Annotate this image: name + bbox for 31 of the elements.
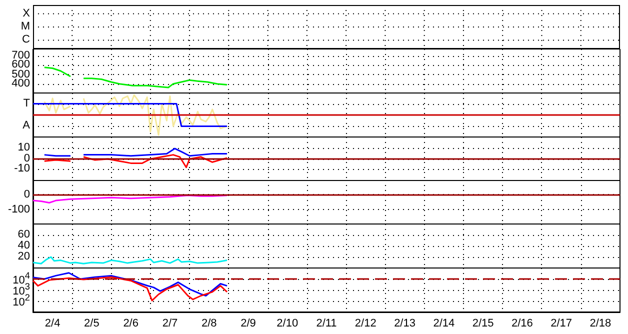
x-tick-label: 2/10 [276,318,298,330]
x-tick-label: 2/4 [44,318,60,330]
y-tick-label: 10 [18,142,30,154]
x-tick-label: 2/11 [316,318,337,330]
y-tick-label: 0 [24,188,30,201]
y-tick-label: 500 [12,68,30,80]
text: X [22,7,30,20]
y-tick-label: -10 [14,162,30,175]
text: A [22,119,30,132]
y-tick-label: 20 [18,250,30,263]
y-tick-label: 600 [12,58,30,71]
text: T [23,97,30,109]
x-tick-label: 2/5 [84,318,100,330]
y-tick-label: 40 [18,240,30,252]
x-tick-label: 2/7 [162,318,178,330]
x-tick-label: 2/18 [590,318,612,330]
x-tick-label: 2/9 [240,318,256,330]
y-tick-label: -100 [8,203,30,216]
x-tick-label: 2/8 [201,318,217,330]
y-tick-label: 0 [24,152,30,164]
text: M [20,20,30,32]
text: C [22,34,30,46]
y-tick-label: 400 [12,77,30,90]
x-tick-label: 2/17 [550,318,572,330]
x-tick-label: 2/12 [354,318,376,330]
x-tick-label: 2/6 [123,318,138,330]
y-tick-label: 60 [18,228,30,241]
x-tick-label: 2/15 [472,318,494,330]
x-tick-label: 2/16 [511,318,533,330]
x-tick-label: 2/13 [394,318,416,330]
x-tick-label: 2/14 [433,318,455,330]
